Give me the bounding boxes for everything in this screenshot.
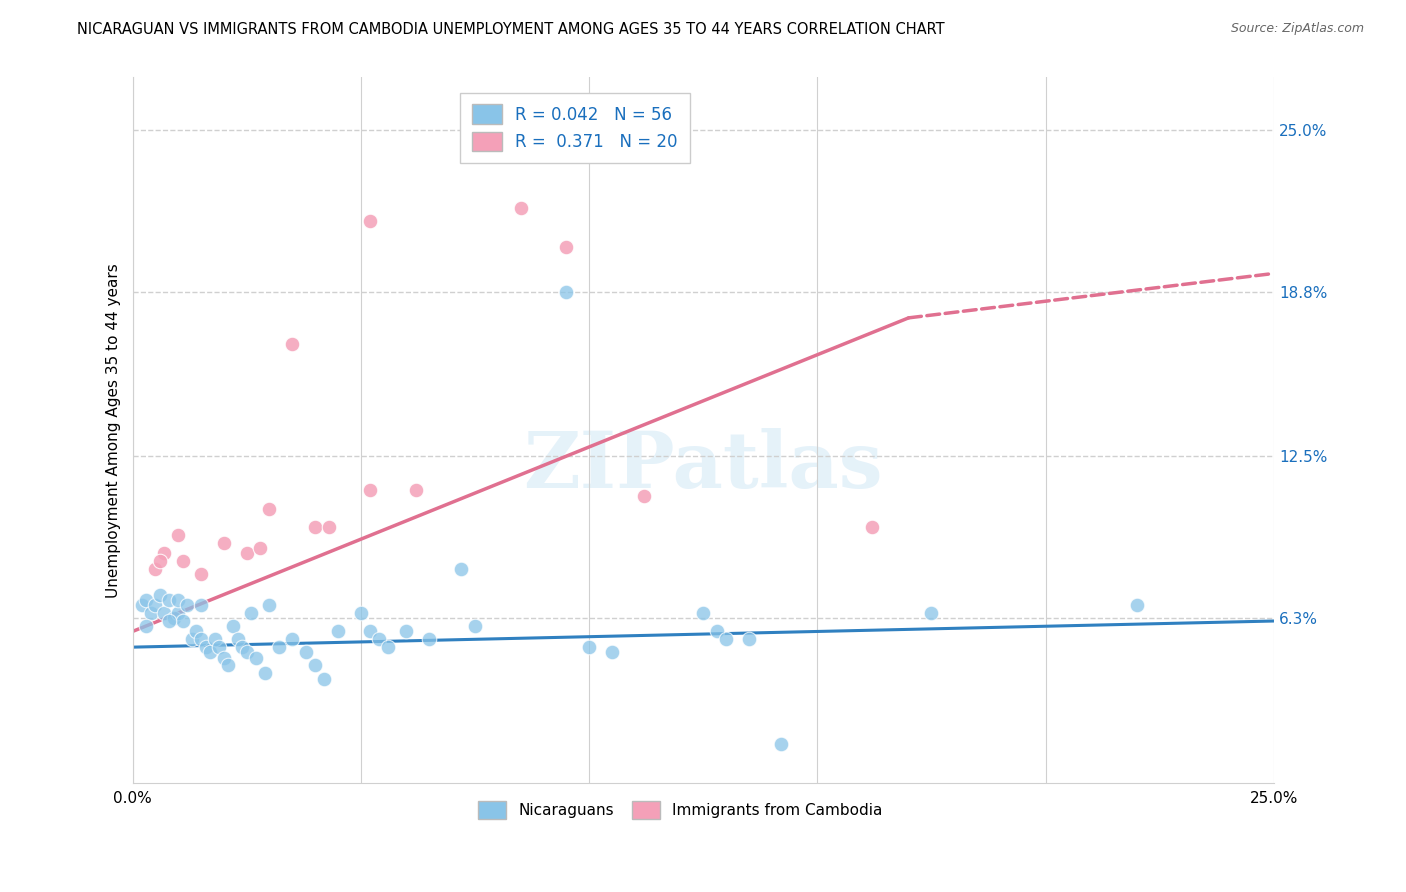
Point [198,645,221,659]
Text: NICARAGUAN VS IMMIGRANTS FROM CAMBODIA UNEMPLOYMENT AMONG AGES 35 TO 44 YEARS CO: NICARAGUAN VS IMMIGRANTS FROM CAMBODIA U… [77,22,945,37]
Point [350,606,373,620]
Point [167,593,190,607]
Point [172,554,194,568]
Point [395,624,418,639]
Point [1126,599,1149,613]
Point [267,640,290,655]
Point [368,632,391,647]
Point [304,658,326,673]
Point [359,214,381,228]
Point [281,337,304,351]
Point [162,611,184,625]
Point [139,606,162,620]
Point [190,566,212,581]
Point [235,645,257,659]
Point [212,535,235,549]
Point [217,658,239,673]
Point [769,737,792,751]
Point [405,483,427,498]
Point [578,640,600,655]
Point [186,624,208,639]
Point [318,520,340,534]
Point [143,562,166,576]
Point [860,520,883,534]
Point [226,632,249,647]
Point [714,632,737,647]
Point [295,645,318,659]
Point [212,650,235,665]
Point [135,619,157,633]
Point [359,624,381,639]
Point [706,624,728,639]
Point [231,640,253,655]
Point [235,546,257,560]
Point [157,614,180,628]
Point [738,632,761,647]
Point [418,632,440,647]
Point [240,606,263,620]
Point [167,528,190,542]
Point [633,489,655,503]
Point [143,599,166,613]
Point [135,593,157,607]
Point [377,640,399,655]
Point [149,588,172,602]
Point [190,632,212,647]
Point [208,640,231,655]
Point [464,619,486,633]
Point [450,562,472,576]
Point [314,672,336,686]
Point [194,640,217,655]
Point [600,645,623,659]
Point [190,599,212,613]
Text: ZIPatlas: ZIPatlas [523,427,883,503]
Point [326,624,349,639]
Point [180,632,202,647]
Point [249,541,271,555]
Legend: Nicaraguans, Immigrants from Cambodia: Nicaraguans, Immigrants from Cambodia [472,795,889,825]
Point [259,501,281,516]
Point [359,483,381,498]
Point [153,606,176,620]
Point [920,606,942,620]
Point [281,632,304,647]
Point [304,520,326,534]
Point [167,606,190,620]
Point [222,619,245,633]
Point [149,554,172,568]
Y-axis label: Unemployment Among Ages 35 to 44 years: Unemployment Among Ages 35 to 44 years [107,263,121,598]
Point [509,201,531,215]
Point [253,666,276,681]
Point [172,614,194,628]
Point [157,593,180,607]
Point [259,599,281,613]
Point [555,240,578,254]
Point [555,285,578,299]
Point [245,650,267,665]
Point [204,632,226,647]
Text: Source: ZipAtlas.com: Source: ZipAtlas.com [1230,22,1364,36]
Point [176,599,198,613]
Point [153,546,176,560]
Point [692,606,714,620]
Point [131,599,153,613]
